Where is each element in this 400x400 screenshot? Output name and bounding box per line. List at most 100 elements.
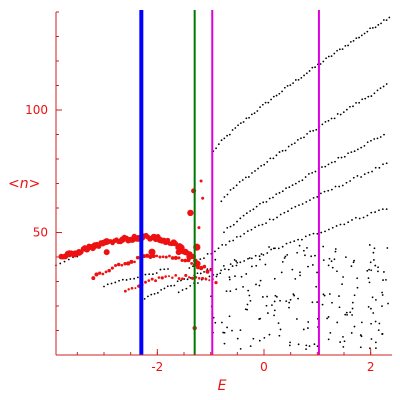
data-point-black xyxy=(330,260,333,263)
data-point-black xyxy=(343,340,346,343)
data-point-black xyxy=(118,279,120,282)
data-point-black xyxy=(327,119,330,122)
data-point-black xyxy=(377,266,379,269)
x-tick-label: 0 xyxy=(260,360,268,374)
data-point-black xyxy=(329,331,332,334)
data-point-black xyxy=(278,92,281,95)
data-point-black xyxy=(327,338,330,341)
data-point-black xyxy=(327,228,330,231)
data-point-black xyxy=(114,281,117,284)
data-point-black xyxy=(242,214,245,217)
data-point-red xyxy=(158,255,162,259)
data-point-black xyxy=(283,211,286,214)
data-point-black xyxy=(345,181,348,184)
data-point-black xyxy=(106,283,109,286)
data-point-black xyxy=(345,256,347,259)
y-tick-label: 100 xyxy=(25,103,48,117)
data-point-black xyxy=(266,252,269,254)
data-point-black xyxy=(386,247,389,249)
data-point-black xyxy=(268,197,271,200)
data-point-black xyxy=(238,180,241,183)
data-point-black xyxy=(351,314,353,316)
data-point-black xyxy=(367,95,370,98)
data-point-black xyxy=(143,297,146,300)
data-point-black xyxy=(338,48,341,51)
data-point-black xyxy=(292,293,295,296)
data-point-red xyxy=(187,276,191,279)
data-point-black xyxy=(381,294,384,296)
data-point-black xyxy=(375,299,377,301)
data-point-black xyxy=(239,235,242,238)
data-point-black xyxy=(248,116,250,119)
data-point-black xyxy=(376,137,379,140)
data-point-black xyxy=(288,186,291,189)
data-point-black xyxy=(287,210,289,213)
data-point-red xyxy=(177,256,181,260)
data-point-red xyxy=(196,265,200,270)
data-point-black xyxy=(342,111,345,114)
data-point-black xyxy=(350,265,353,268)
data-point-black xyxy=(381,333,383,335)
data-point-black xyxy=(362,216,365,219)
data-point-black xyxy=(323,190,326,193)
data-point-black xyxy=(316,271,318,274)
data-point-black xyxy=(156,291,159,294)
data-point-black xyxy=(333,52,336,55)
data-point-black xyxy=(308,345,311,348)
data-point-black xyxy=(270,248,273,251)
data-point-red xyxy=(114,263,118,267)
data-point-black xyxy=(374,264,377,267)
data-point-black xyxy=(272,196,274,199)
data-point-black xyxy=(255,283,257,286)
data-point-black xyxy=(342,276,344,278)
data-point-black xyxy=(378,166,381,169)
data-point-black xyxy=(249,299,252,302)
data-point-black xyxy=(222,265,225,267)
data-point-black xyxy=(341,48,344,51)
data-point-black xyxy=(370,322,372,325)
data-point-red xyxy=(205,269,210,274)
data-point-black xyxy=(327,316,330,318)
data-point-black xyxy=(275,154,278,157)
data-point-red xyxy=(187,209,194,217)
data-point-black xyxy=(352,39,355,42)
data-point-black xyxy=(295,318,298,320)
data-point-black xyxy=(285,187,287,190)
data-point-black xyxy=(303,74,305,77)
data-point-black xyxy=(353,325,356,328)
data-point-black xyxy=(264,101,267,104)
data-point-black xyxy=(294,278,297,280)
data-point-red xyxy=(167,275,171,278)
data-point-black xyxy=(281,260,284,263)
data-point-red xyxy=(135,255,140,260)
data-point-black xyxy=(159,268,162,271)
data-point-red xyxy=(150,277,154,281)
data-point-black xyxy=(372,259,375,261)
data-point-red xyxy=(101,272,105,276)
data-point-black xyxy=(125,279,128,281)
data-point-black xyxy=(299,271,301,274)
data-point-black xyxy=(249,345,252,348)
data-point-red xyxy=(164,255,168,259)
data-point-black xyxy=(302,328,305,331)
data-point-black xyxy=(324,165,327,168)
data-point-black xyxy=(197,282,199,284)
data-point-black xyxy=(293,240,296,243)
data-point-black xyxy=(59,262,62,265)
data-point-red xyxy=(157,276,161,279)
data-point-red xyxy=(98,271,102,275)
data-point-black xyxy=(267,101,270,104)
data-point-black xyxy=(352,176,355,179)
data-point-black xyxy=(366,141,369,144)
data-point-black xyxy=(223,137,226,140)
data-point-black xyxy=(308,234,311,236)
data-point-black xyxy=(358,36,360,39)
data-point-black xyxy=(311,264,314,266)
data-point-black xyxy=(350,332,353,334)
data-point-black xyxy=(222,331,225,334)
data-point-black xyxy=(286,253,289,256)
data-point-black xyxy=(277,247,280,250)
data-point-black xyxy=(148,273,151,276)
data-point-black xyxy=(341,283,343,286)
data-point-black xyxy=(233,259,236,261)
